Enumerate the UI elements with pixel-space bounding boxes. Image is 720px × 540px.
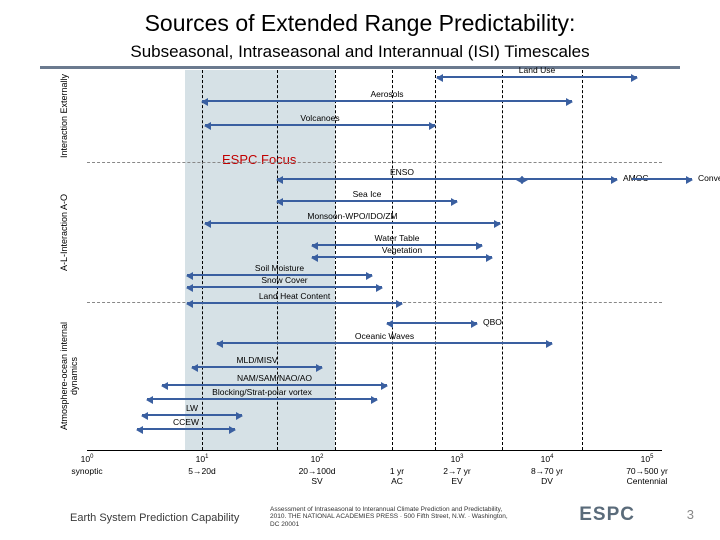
range-arrow bbox=[202, 100, 572, 102]
range-arrow bbox=[162, 384, 387, 386]
range-arrow bbox=[137, 428, 235, 430]
footer: Earth System Prediction Capability Asses… bbox=[0, 498, 720, 528]
range-arrow-label: Monsoon-WPO/IDO/ZM bbox=[307, 211, 397, 221]
grid-vline bbox=[202, 70, 203, 450]
chart-area: Interaction ExternallyA-L-Interaction A-… bbox=[55, 70, 670, 485]
range-arrow bbox=[277, 178, 527, 180]
range-arrow-label: Conveyor Belt bbox=[698, 173, 720, 183]
slide-subtitle: Subseasonal, Intraseasonal and Interannu… bbox=[0, 42, 720, 62]
range-arrow-label: Oceanic Waves bbox=[355, 331, 414, 341]
range-arrow bbox=[187, 302, 402, 304]
x-tick-top: 104 bbox=[541, 454, 554, 464]
x-tick-top: 101 bbox=[196, 454, 209, 464]
footer-page-number: 3 bbox=[687, 507, 694, 522]
footer-citation: Assessment of Intraseasonal to Interannu… bbox=[270, 506, 510, 528]
x-tick-bottom: 20→100dSV bbox=[299, 466, 336, 486]
x-tick-top: 100 bbox=[81, 454, 94, 464]
range-arrow bbox=[147, 398, 377, 400]
footer-logo: ESPC bbox=[579, 504, 635, 526]
range-arrow-label: Soil Moisture bbox=[255, 263, 304, 273]
range-arrow bbox=[632, 178, 692, 180]
x-tick-top: 102 bbox=[311, 454, 324, 464]
x-axis-line bbox=[87, 450, 662, 451]
range-arrow-label: Water Table bbox=[375, 233, 420, 243]
y-axis-section-label: Interaction Externally bbox=[59, 70, 69, 162]
y-axis-section-label: Atmosphere-ocean internal dynamics bbox=[59, 302, 79, 450]
range-arrow bbox=[205, 124, 435, 126]
grid-vline bbox=[502, 70, 503, 450]
range-arrow-label: Land Use bbox=[519, 65, 555, 75]
range-arrow bbox=[517, 178, 617, 180]
grid-vline bbox=[335, 70, 336, 450]
x-tick-bottom: synoptic bbox=[71, 466, 102, 476]
x-tick-bottom: 2→7 yrEV bbox=[443, 466, 470, 486]
x-tick-top: 103 bbox=[451, 454, 464, 464]
section-divider bbox=[87, 162, 662, 163]
y-axis-section-label: A-L-Interaction A-O bbox=[59, 162, 69, 302]
range-arrow-label: Sea Ice bbox=[353, 189, 382, 199]
range-arrow bbox=[205, 222, 500, 224]
range-arrow-label: Vegetation bbox=[382, 245, 422, 255]
range-arrow-label: ENSO bbox=[390, 167, 414, 177]
range-arrow bbox=[142, 414, 242, 416]
range-arrow-label: NAM/SAM/NAO/AO bbox=[237, 373, 312, 383]
x-tick-top: 105 bbox=[641, 454, 654, 464]
range-arrow-label: Snow Cover bbox=[261, 275, 307, 285]
title-rule bbox=[40, 66, 680, 69]
x-tick-bottom: 5→20d bbox=[188, 466, 215, 476]
range-arrow-label: LW bbox=[186, 403, 198, 413]
grid-vline bbox=[392, 70, 393, 450]
range-arrow bbox=[437, 76, 637, 78]
x-tick-bottom: 70→500 yrCentennial bbox=[626, 466, 668, 486]
x-tick-bottom: 8→70 yrDV bbox=[531, 466, 563, 486]
range-arrow-label: Land Heat Content bbox=[259, 291, 330, 301]
grid-vline bbox=[582, 70, 583, 450]
range-arrow bbox=[277, 200, 457, 202]
range-arrow-label: Blocking/Strat-polar vortex bbox=[212, 387, 312, 397]
range-arrow bbox=[187, 286, 382, 288]
range-arrow-label: MLD/MISV bbox=[236, 355, 277, 365]
range-arrow-label: QBO bbox=[483, 317, 502, 327]
range-arrow bbox=[217, 342, 552, 344]
range-arrow bbox=[387, 322, 477, 324]
range-arrow bbox=[192, 366, 322, 368]
slide-title: Sources of Extended Range Predictability… bbox=[0, 10, 720, 37]
footer-left: Earth System Prediction Capability bbox=[70, 512, 239, 524]
range-arrow-label: Aerosols bbox=[370, 89, 403, 99]
plot-area: ESPC Focus Land UseAerosolsVolcanoesENSO… bbox=[87, 70, 662, 450]
range-arrow-label: Volcanoes bbox=[300, 113, 339, 123]
range-arrow-label: CCEW bbox=[173, 417, 199, 427]
espc-focus-label: ESPC Focus bbox=[222, 152, 296, 167]
slide: Sources of Extended Range Predictability… bbox=[0, 0, 720, 540]
range-arrow bbox=[312, 256, 492, 258]
x-tick-bottom: 1 yrAC bbox=[390, 466, 404, 486]
